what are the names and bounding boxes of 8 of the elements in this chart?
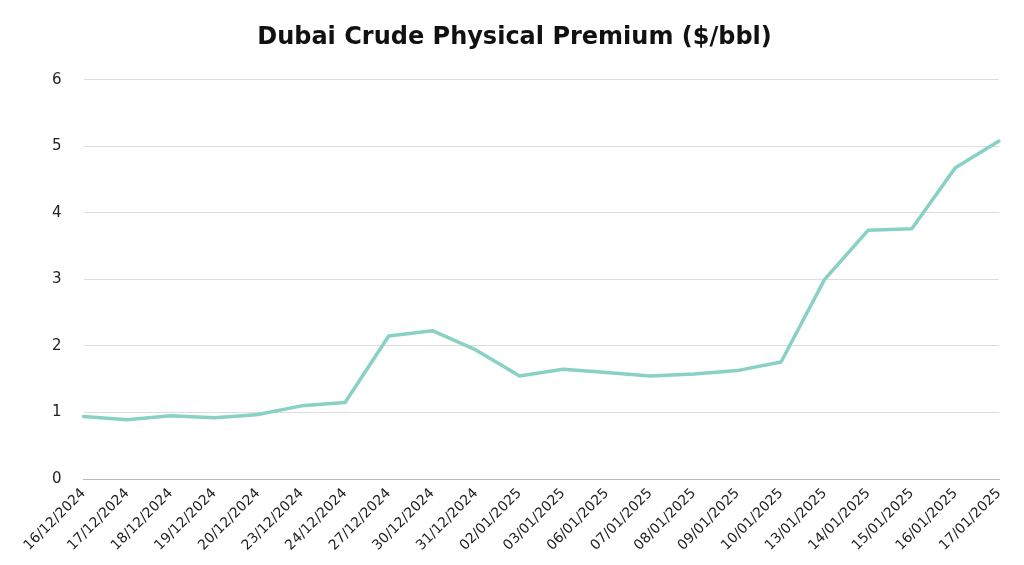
y-tick-label: 3	[52, 269, 62, 288]
y-tick-label: 2	[52, 335, 62, 354]
y-tick-label: 6	[52, 69, 62, 88]
y-tick-label: 5	[52, 136, 62, 155]
y-tick-label: 4	[52, 202, 62, 221]
y-tick-label: 0	[52, 468, 62, 487]
y-tick-label: 1	[52, 402, 62, 421]
chart-title: Dubai Crude Physical Premium ($/bbl)	[257, 21, 772, 50]
